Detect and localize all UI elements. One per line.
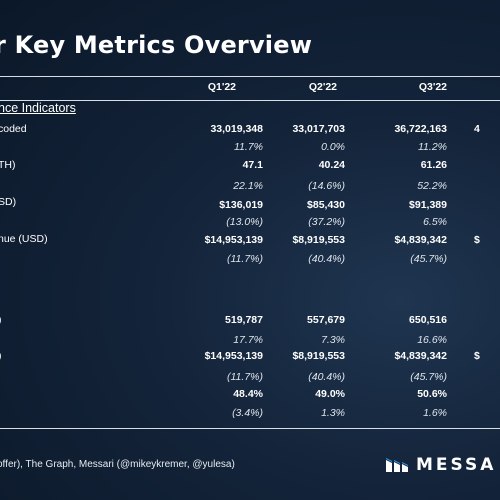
pct-cell: 1.6% — [423, 407, 447, 419]
value-cell: $4,839,342 — [394, 234, 447, 246]
pct-cell: 22.1% — [233, 180, 263, 192]
messari-logo-icon — [386, 458, 408, 472]
value-cell: $14,953,139 — [204, 350, 263, 362]
value-cell: 4 — [474, 123, 480, 135]
pct-cell: 7.3% — [321, 334, 345, 346]
pct-cell: (40.4%) — [308, 371, 345, 383]
value-cell: 557,679 — [307, 314, 345, 326]
value-cell: 33,019,348 — [210, 123, 263, 135]
value-cell: $ — [474, 234, 480, 246]
header-bottom-rule — [0, 100, 500, 101]
value-cell: 61.26 — [420, 159, 447, 171]
pct-cell: (11.7%) — [227, 371, 263, 383]
row-label: SD) — [0, 196, 17, 208]
value-cell: 48.4% — [233, 388, 263, 400]
row-label: ) — [0, 350, 2, 362]
value-cell: 36,722,163 — [394, 123, 447, 135]
value-cell: 519,787 — [225, 314, 263, 326]
messari-logo-text: MESSA — [416, 455, 497, 475]
pct-cell: (3.4%) — [232, 407, 263, 419]
pct-cell: 52.2% — [417, 180, 447, 192]
row-label: nue (USD) — [0, 233, 48, 245]
pct-cell: 6.5% — [423, 216, 447, 228]
row-label: TH) — [0, 159, 16, 171]
row-label: coded — [0, 123, 27, 135]
pct-cell: 11.2% — [418, 141, 447, 153]
value-cell: 47.1 — [242, 159, 263, 171]
pct-cell: (45.7%) — [410, 253, 447, 265]
table-bottom-rule — [0, 428, 500, 429]
column-header-q3: Q3'22 — [418, 81, 447, 93]
pct-cell: 11.7% — [234, 141, 263, 153]
value-cell: $14,953,139 — [204, 234, 263, 246]
value-cell: $ — [474, 350, 480, 362]
messari-logo: MESSA — [386, 455, 496, 475]
pct-cell: 16.6% — [417, 334, 447, 346]
value-cell: 50.6% — [417, 388, 447, 400]
pct-cell: 17.7% — [233, 334, 263, 346]
value-cell: $8,919,553 — [292, 234, 345, 246]
pct-cell: (40.4%) — [308, 253, 345, 265]
value-cell: 650,516 — [409, 314, 447, 326]
value-cell: 40.24 — [318, 159, 345, 171]
pct-cell: 1.3% — [321, 407, 345, 419]
value-cell: $4,839,342 — [394, 350, 447, 362]
pct-cell: (14.6%) — [308, 180, 345, 192]
pct-cell: 0.0% — [321, 141, 345, 153]
column-header-row: Q1'22 Q2'22 Q3'22 — [0, 70, 500, 100]
value-cell: $136,019 — [219, 199, 263, 211]
pct-cell: (37.2%) — [308, 216, 345, 228]
section-title: nce Indicators — [0, 101, 76, 115]
value-cell: $85,430 — [307, 199, 345, 211]
source-footnote: offer), The Graph, Messari (@mikeykremer… — [0, 459, 235, 470]
column-header-q2: Q2'22 — [308, 81, 337, 93]
value-cell: 33,017,703 — [292, 123, 345, 135]
column-header-q1: Q1'22 — [207, 81, 236, 93]
row-label: ) — [0, 314, 2, 326]
pct-cell: (13.0%) — [226, 216, 263, 228]
value-cell: 49.0% — [315, 388, 345, 400]
pct-cell: (45.7%) — [410, 371, 447, 383]
value-cell: $8,919,553 — [292, 350, 345, 362]
page-title: r Key Metrics Overview — [0, 31, 313, 59]
value-cell: $91,389 — [409, 199, 447, 211]
header-top-rule — [0, 76, 500, 77]
pct-cell: (11.7%) — [227, 253, 263, 265]
